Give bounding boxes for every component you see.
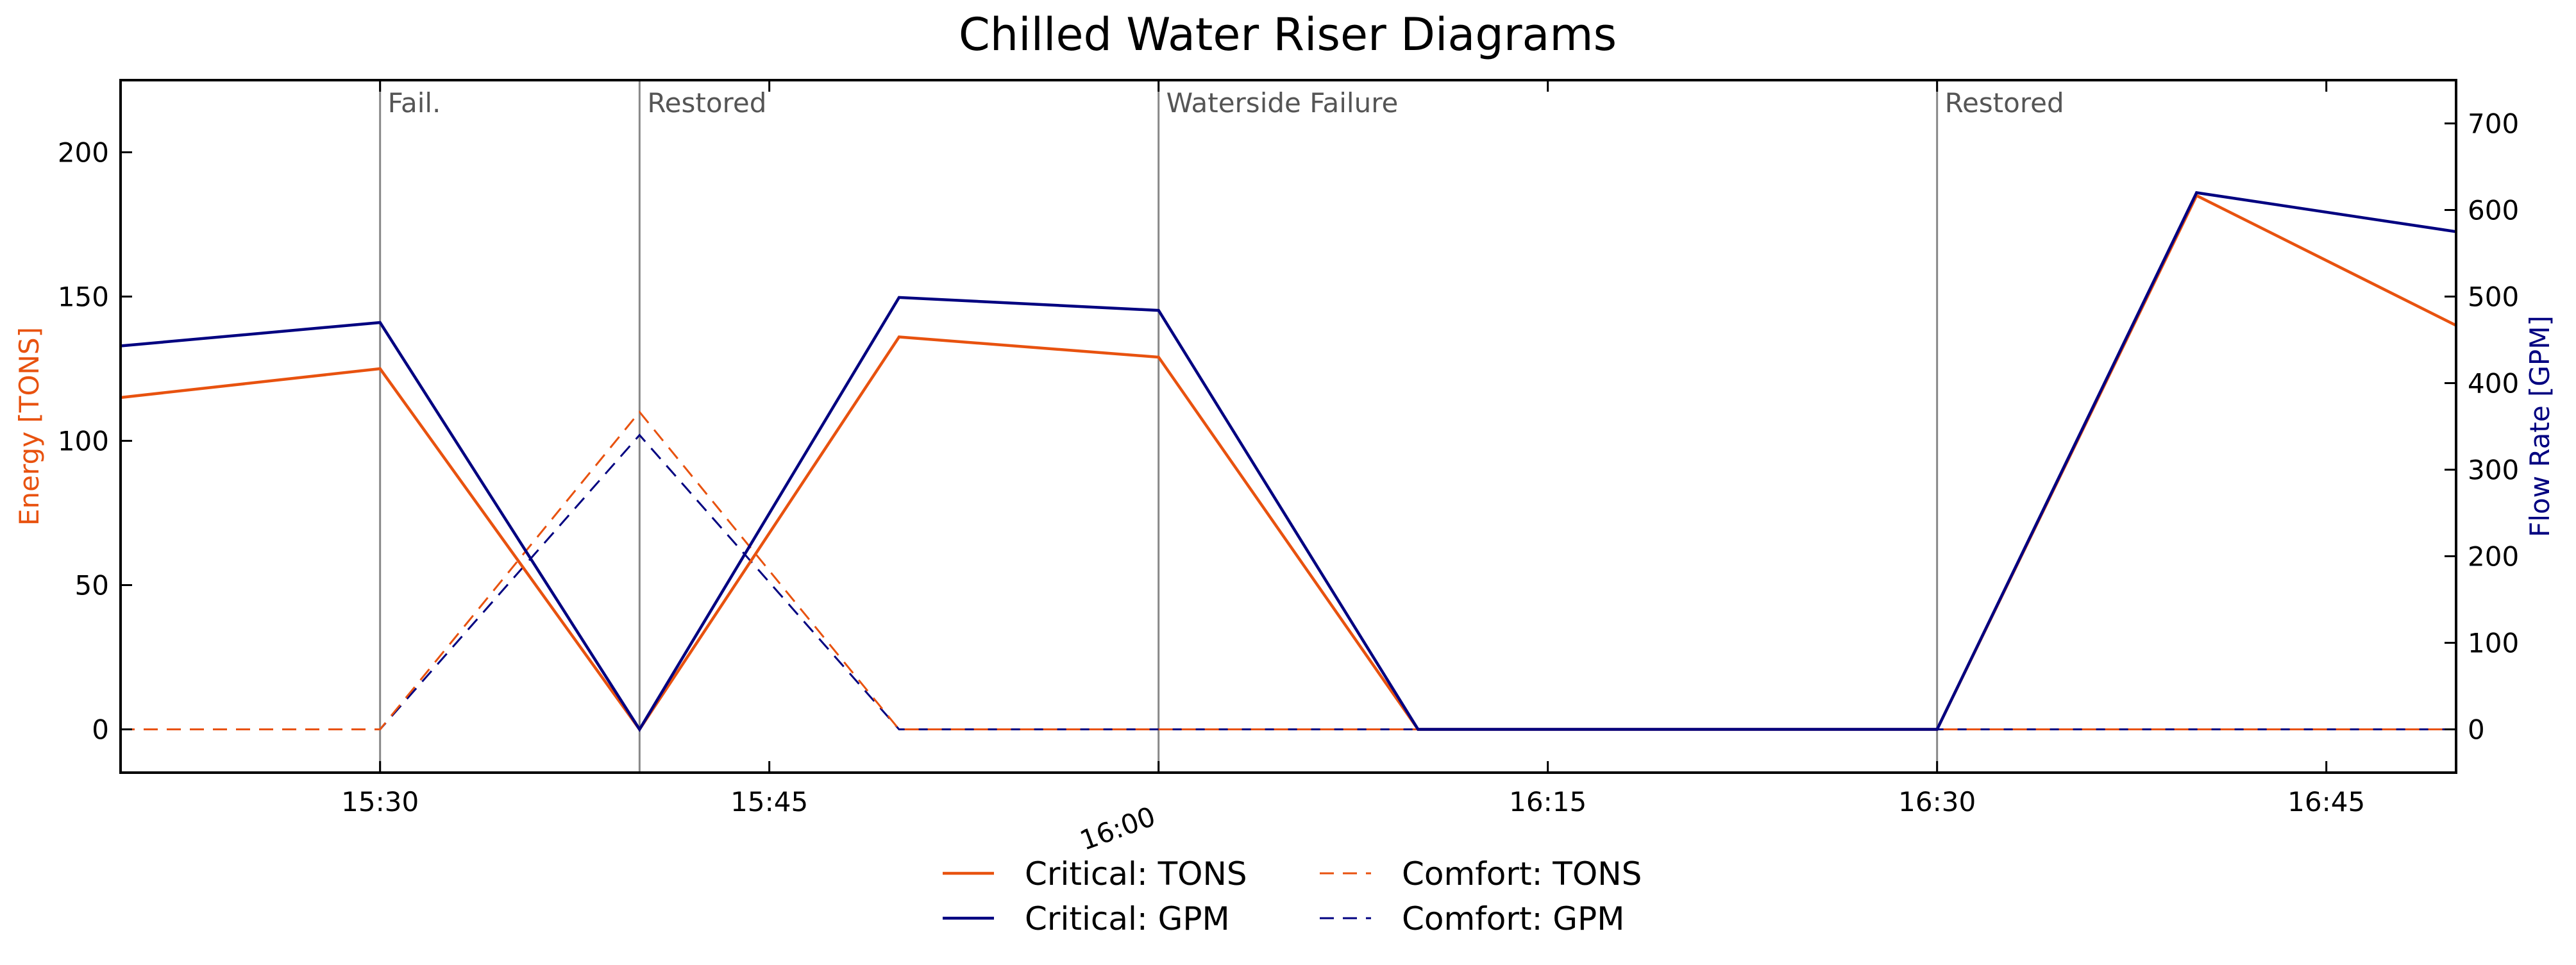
annotation-label: Waterside Failure: [1166, 87, 1399, 119]
legend-label: Critical: GPM: [1025, 900, 1230, 937]
x-tick-label: 16:00: [1076, 800, 1160, 856]
x-tick-label: 16:15: [1509, 786, 1587, 818]
series-line-3: [121, 433, 2456, 730]
annotation-label: Restored: [1945, 87, 2064, 119]
series-line-1: [120, 191, 2457, 732]
y-right-tick-label: 700: [2468, 108, 2519, 140]
y-left-tick-label: 100: [58, 426, 109, 457]
y-right-axis-label: Flow Rate [GPM]: [2524, 315, 2555, 537]
x-tick-label: 16:45: [2287, 786, 2365, 818]
legend-label: Comfort: TONS: [1402, 855, 1642, 893]
annotation-label: Fail.: [388, 87, 441, 119]
legend-label: Critical: TONS: [1025, 855, 1247, 893]
y-right-tick-label: 100: [2468, 628, 2519, 659]
y-right-tick-label: 200: [2468, 541, 2519, 573]
x-tick-label: 16:30: [1898, 786, 1976, 818]
x-tick-label: 15:30: [341, 786, 419, 818]
y-left-tick-label: 0: [92, 714, 109, 746]
series-line-2: [121, 410, 2456, 730]
legend: Critical: TONS Critical: GPM Comfort: TONS…: [943, 855, 1642, 937]
y-right-tick-label: 600: [2468, 195, 2519, 226]
series-layer: [120, 191, 2457, 732]
plot-frame: [119, 79, 2457, 774]
y-right-tick-label: 300: [2468, 455, 2519, 486]
y-left-tick-label: 150: [58, 281, 109, 313]
ticks-layer: 15:30 15:45 16:00 16:15 16:30 16:45 0 50 100 150 2…: [58, 80, 2519, 857]
annotation-lines: Fail. Restored Waterside Failure Restored: [379, 80, 2064, 773]
y-right-tick-label: 500: [2468, 281, 2519, 313]
chart-title: Chilled Water Riser Diagrams: [959, 8, 1617, 61]
y-left-axis-label: Energy [TONS]: [13, 327, 45, 526]
y-right-tick-label: 400: [2468, 368, 2519, 399]
x-tick-label: 15:45: [730, 786, 808, 818]
legend-label: Comfort: GPM: [1402, 900, 1624, 937]
annotation-label: Restored: [647, 87, 766, 119]
y-right-tick-label: 0: [2468, 714, 2485, 746]
y-left-tick-label: 200: [58, 137, 109, 169]
y-left-tick-label: 50: [75, 570, 109, 601]
